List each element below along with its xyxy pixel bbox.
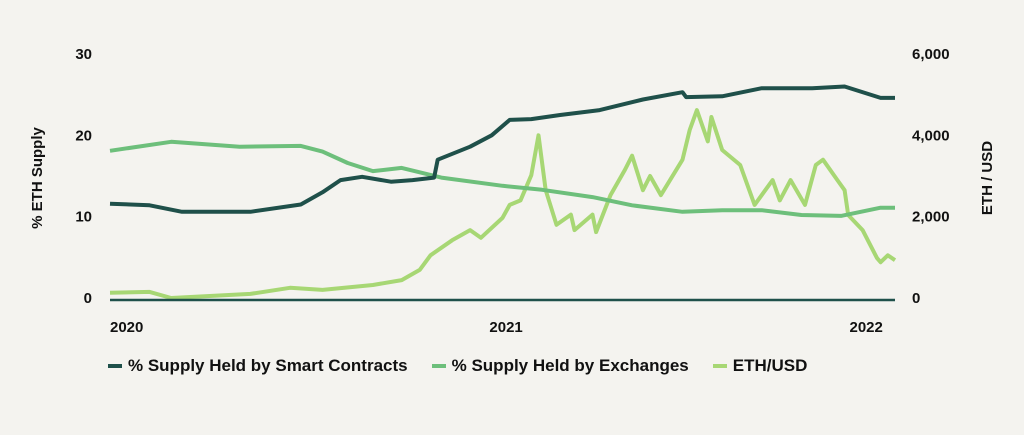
legend-label: ETH/USD bbox=[732, 356, 808, 375]
y2-tick-label: 4,000 bbox=[912, 127, 950, 144]
y2-tick-label: 2,000 bbox=[912, 209, 950, 226]
x-tick-label: 2022 bbox=[850, 319, 883, 336]
legend-swatch bbox=[431, 364, 446, 368]
legend-swatch bbox=[712, 364, 727, 368]
y2-axis-label: ETH / USD bbox=[979, 141, 996, 215]
legend-item-eth-usd: ETH/USD bbox=[712, 356, 808, 376]
series-line-0 bbox=[109, 84, 895, 214]
x-tick-label: 2020 bbox=[110, 319, 143, 336]
legend-label: % Supply Held by Smart Contracts bbox=[128, 356, 408, 375]
legend-item-smart-contracts: % Supply Held by Smart Contracts bbox=[108, 356, 408, 376]
legend-item-exchanges: % Supply Held by Exchanges bbox=[431, 356, 689, 376]
legend: % Supply Held by Smart Contracts % Suppl… bbox=[108, 356, 807, 376]
y-tick-label: 0 bbox=[84, 290, 92, 307]
y-tick-label: 30 bbox=[75, 46, 92, 63]
y-tick-label: 10 bbox=[75, 209, 92, 226]
x-tick-label: 2021 bbox=[489, 319, 522, 336]
legend-label: % Supply Held by Exchanges bbox=[451, 356, 689, 375]
y2-tick-label: 6,000 bbox=[912, 46, 950, 63]
series-line-2 bbox=[109, 108, 897, 300]
series-line-1 bbox=[109, 139, 895, 218]
y-axis-label: % ETH Supply bbox=[29, 127, 46, 229]
legend-swatch bbox=[108, 364, 122, 368]
y-tick-label: 20 bbox=[75, 127, 92, 144]
y2-tick-label: 0 bbox=[912, 290, 920, 307]
